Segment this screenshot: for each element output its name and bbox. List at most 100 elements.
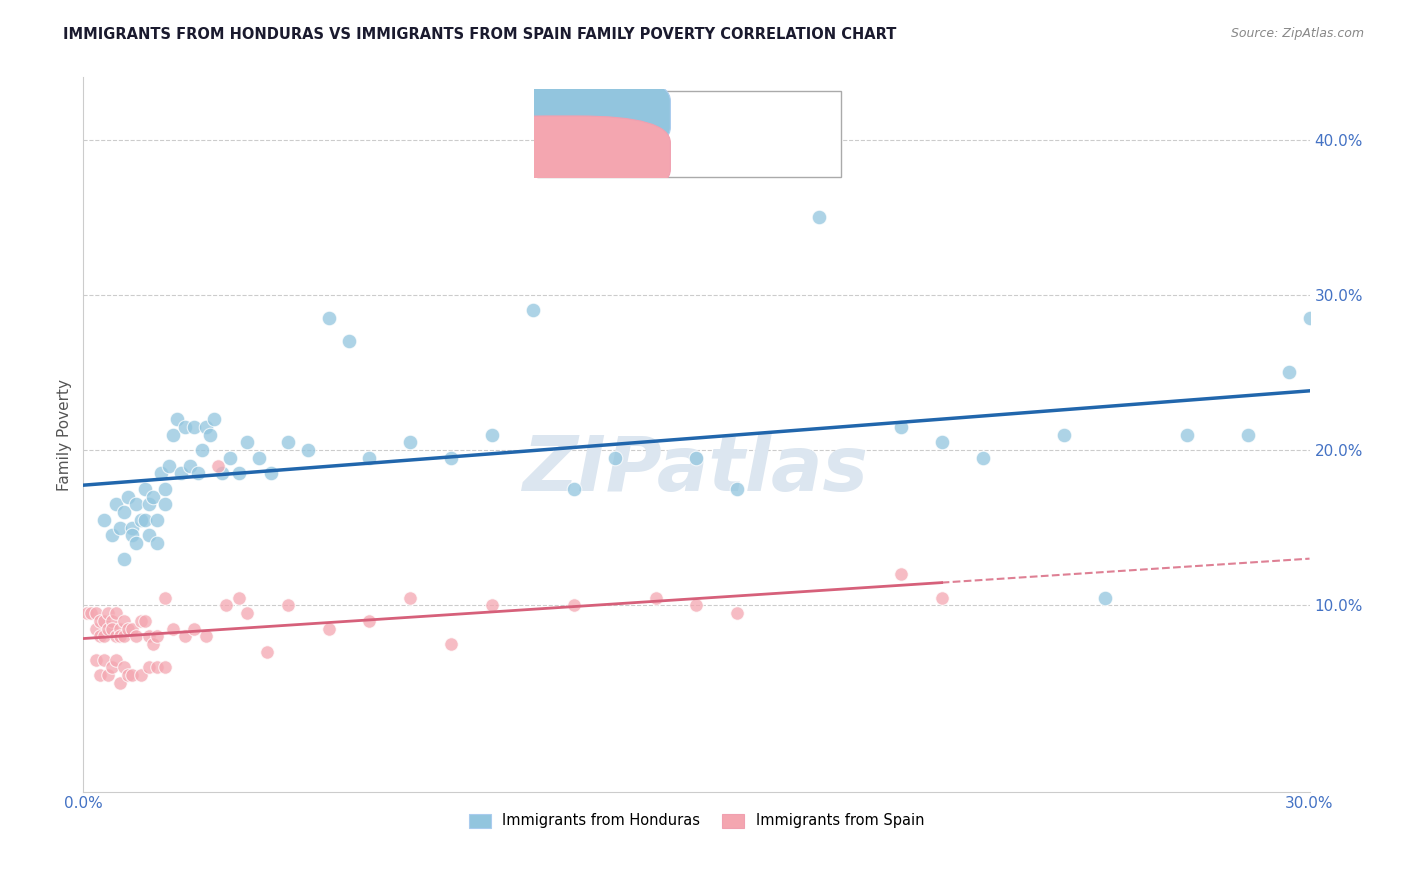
Point [194,419,217,434]
Point [194,629,217,643]
Text: R =  0.045   N = 62: R = 0.045 N = 62 [591,149,745,163]
Point [129,513,152,527]
Point [153,660,176,674]
Point [1237,427,1260,442]
Point [93,653,115,667]
Point [146,513,169,527]
Point [1053,427,1076,442]
Point [179,458,201,473]
Point [153,497,176,511]
Point [138,497,160,511]
Point [104,653,127,667]
Point [134,482,156,496]
Point [256,645,278,659]
Y-axis label: Family Poverty: Family Poverty [58,378,72,491]
Point [337,334,360,349]
Point [1175,427,1198,442]
Point [93,629,115,643]
Point [84,653,107,667]
Point [183,622,205,636]
Point [399,435,422,450]
Point [228,467,250,481]
Point [725,606,748,620]
Point [522,303,544,318]
Point [890,419,912,434]
Point [138,629,160,643]
Point [562,482,585,496]
Point [134,513,156,527]
Point [101,622,124,636]
Text: Source: ZipAtlas.com: Source: ZipAtlas.com [1230,27,1364,40]
Point [228,591,250,605]
Point [207,458,229,473]
Point [219,450,242,465]
FancyBboxPatch shape [454,116,671,196]
Point [80,606,103,620]
Point [121,622,143,636]
Point [93,513,115,527]
Point [277,599,299,613]
Point [359,614,381,628]
Point [481,599,503,613]
Point [685,450,707,465]
Point [931,435,953,450]
Point [166,412,188,426]
Point [603,450,626,465]
Point [142,490,165,504]
Point [1094,591,1116,605]
Point [146,660,169,674]
Point [215,599,238,613]
Point [153,482,176,496]
Point [183,419,205,434]
Point [644,591,666,605]
Point [104,629,127,643]
Point [125,497,148,511]
Point [440,637,463,651]
Point [440,450,463,465]
Point [1298,311,1320,326]
Point [247,450,270,465]
Point [108,676,131,690]
Point [121,521,143,535]
Point [121,528,143,542]
Text: R =  0.412   N = 63: R = 0.412 N = 63 [591,107,745,121]
Point [101,660,124,674]
Point [93,614,115,628]
Point [191,443,214,458]
Point [121,668,143,682]
Point [112,505,135,519]
Point [174,419,197,434]
Point [236,606,259,620]
Point [104,497,127,511]
Legend: Immigrants from Honduras, Immigrants from Spain: Immigrants from Honduras, Immigrants fro… [463,807,929,834]
Point [972,450,994,465]
Point [112,660,135,674]
Point [89,614,111,628]
Point [562,599,585,613]
Point [725,482,748,496]
Text: ZIPatlas: ZIPatlas [523,434,869,508]
Point [138,528,160,542]
Point [149,467,172,481]
Point [76,606,98,620]
Point [277,435,299,450]
Point [117,622,139,636]
Point [125,629,148,643]
Point [97,668,120,682]
Point [84,606,107,620]
Point [198,427,221,442]
Point [211,467,233,481]
Point [685,599,707,613]
Point [162,622,184,636]
Point [146,629,169,643]
Point [108,622,131,636]
Point [146,536,169,550]
Text: IMMIGRANTS FROM HONDURAS VS IMMIGRANTS FROM SPAIN FAMILY POVERTY CORRELATION CHA: IMMIGRANTS FROM HONDURAS VS IMMIGRANTS F… [63,27,897,42]
Point [236,435,259,450]
Point [112,551,135,566]
Point [117,490,139,504]
Point [101,528,124,542]
Point [112,629,135,643]
Point [359,450,381,465]
Point [108,629,131,643]
